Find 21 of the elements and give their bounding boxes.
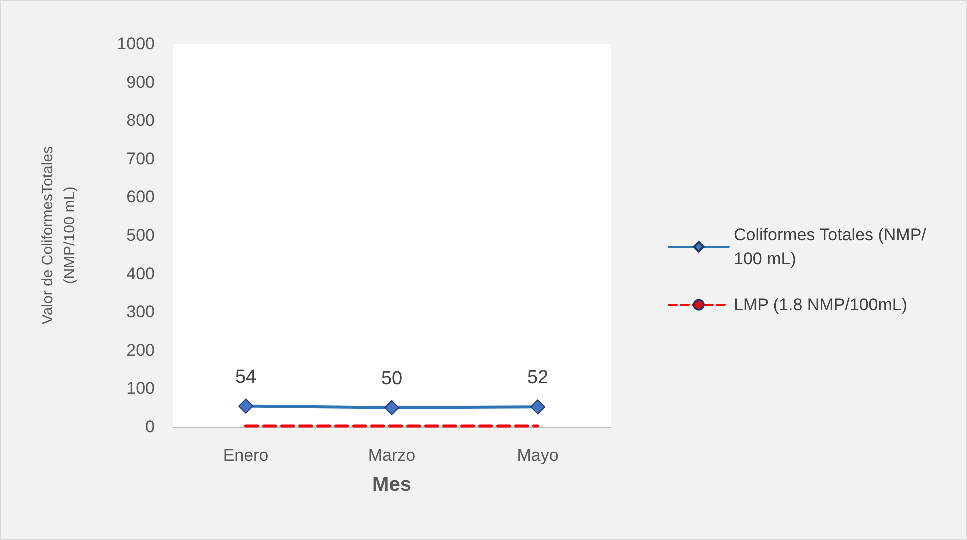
legend-label: LMP (1.8 NMP/100mL) — [734, 296, 908, 314]
y-tick-label: 1000 — [117, 34, 155, 54]
data-label: 52 — [527, 368, 549, 389]
x-axis-title: Mes — [372, 474, 412, 496]
data-label: 54 — [235, 366, 257, 388]
y-tick-label: 800 — [126, 111, 155, 130]
legend-label: Coliformes Totales (NMP/100 mL) — [734, 226, 927, 268]
y-tick-label: 700 — [126, 149, 155, 168]
y-tick-label: 200 — [126, 340, 155, 360]
y-axis-title: Valor de ColiformesTotales (NMP/100 mL) — [40, 146, 78, 325]
y-tick-label: 500 — [126, 226, 155, 245]
x-tick-label: Enero — [223, 446, 269, 465]
y-tick-label: 400 — [126, 264, 155, 284]
y-tick-label: 0 — [146, 418, 155, 436]
y-tick-label: 900 — [126, 72, 155, 92]
x-tick-label: Marzo — [368, 446, 416, 465]
y-tick-label: 100 — [126, 379, 155, 398]
y-tick-label: 600 — [126, 188, 155, 207]
data-label: 50 — [381, 368, 403, 390]
x-tick-label: Mayo — [517, 446, 559, 465]
y-tick-label: 300 — [126, 302, 155, 322]
